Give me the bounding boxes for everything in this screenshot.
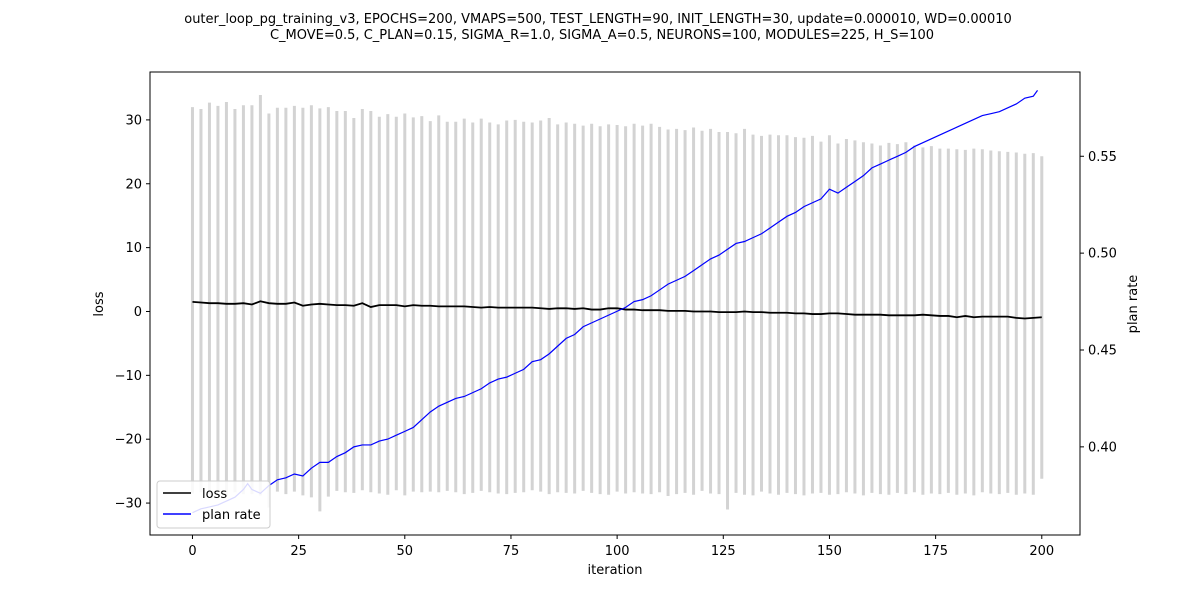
x-tick-label: 100 — [605, 544, 630, 559]
y-right-tick-label: 0.45 — [1088, 343, 1117, 358]
y-right-tick-label: 0.55 — [1088, 150, 1117, 165]
chart-title-line-2: C_MOVE=0.5, C_PLAN=0.15, SIGMA_R=1.0, SI… — [270, 28, 934, 43]
y-right-tick-label: 0.50 — [1088, 247, 1117, 262]
y-tick-label: −30 — [115, 497, 142, 512]
y-tick-label: 30 — [125, 113, 142, 128]
y-tick-label: −20 — [115, 433, 142, 448]
y-right-axis-ticks: 0.40 0.45 0.50 0.55 — [1080, 150, 1117, 455]
y-tick-label: 0 — [134, 305, 142, 320]
x-tick-label: 150 — [817, 544, 842, 559]
x-tick-label: 75 — [503, 544, 520, 559]
y-tick-label: 10 — [125, 241, 142, 256]
series-layer — [192, 90, 1042, 514]
x-tick-label: 25 — [290, 544, 307, 559]
y-axis-label: loss — [92, 291, 107, 316]
y-tick-label: −10 — [115, 369, 142, 384]
loss-line — [192, 300, 1042, 320]
legend-label-plan-rate: plan rate — [202, 508, 261, 523]
x-tick-label: 50 — [397, 544, 414, 559]
x-tick-label: 200 — [1029, 544, 1054, 559]
x-tick-label: 0 — [188, 544, 196, 559]
legend: loss plan rate — [156, 480, 271, 529]
y-right-tick-label: 0.40 — [1088, 440, 1117, 455]
chart-title-line-1: outer_loop_pg_training_v3, EPOCHS=200, V… — [184, 12, 1012, 27]
plot-frame — [149, 71, 1081, 536]
plot-area — [150, 72, 1080, 535]
error-bars — [190, 94, 1044, 512]
x-axis-ticks: 0 25 50 75 100 125 150 175 200 — [188, 535, 1054, 559]
y-right-axis-label: plan rate — [1126, 275, 1141, 334]
x-tick-label: 125 — [711, 544, 736, 559]
legend-label-loss: loss — [202, 487, 227, 502]
x-axis-label: iteration — [588, 563, 643, 578]
y-axis-ticks: −30 −20 −10 0 10 20 30 — [115, 113, 150, 512]
y-tick-label: 20 — [125, 177, 142, 192]
plan-rate-line — [192, 90, 1039, 514]
x-tick-label: 175 — [923, 544, 948, 559]
